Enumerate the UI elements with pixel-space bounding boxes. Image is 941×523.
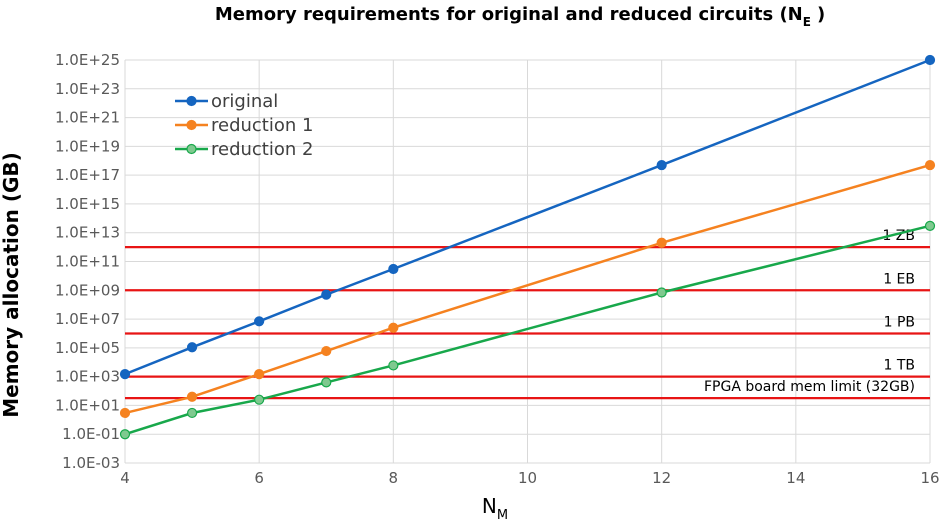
legend-swatch-marker [186,95,197,107]
x-tick-label: 16 [920,469,939,487]
data-point [321,289,332,300]
data-point [186,407,198,419]
y-tick-label: 1.0E+07 [55,310,120,328]
legend-swatch-marker [186,143,197,155]
series-group [119,54,936,380]
data-point [388,263,399,275]
legend: original reduction 1 reduction 2 [175,91,313,160]
data-point [254,394,265,405]
legend-label: original [211,91,278,112]
y-tick-label: 1.0E+05 [55,339,120,357]
chart-title-suffix: ) [817,4,825,25]
y-tick-label: 1.0E+25 [55,51,120,69]
data-point [119,369,131,380]
data-point [656,159,667,171]
data-point [119,407,131,419]
data-point [119,429,131,440]
x-tick-label: 4 [120,469,130,487]
series [119,54,936,440]
data-point [924,54,936,66]
series-group [119,159,936,419]
data-point [924,159,936,171]
x-tick-labels: 4 6 8 10 12 14 16 [120,469,939,487]
reference-line-label: 1 EB [883,271,915,287]
data-point [656,287,667,298]
legend-label: reduction 1 [211,115,313,136]
x-axis-label-main: N [482,494,497,518]
data-point [321,377,332,388]
data-point [388,360,399,371]
chart-title-subscript: E [803,15,811,29]
y-axis-label: Memory allocation (GB) [0,152,23,418]
x-tick-label: 6 [254,469,264,487]
y-tick-label: 1.0E+11 [55,253,120,271]
y-tick-label: 1.0E+03 [55,368,120,386]
x-axis-label: NM [482,494,508,523]
data-point [388,322,399,333]
x-tick-label: 14 [786,469,805,487]
data-point [656,237,667,248]
y-tick-label: 1.0E+23 [55,80,120,98]
x-axis-label-subscript: M [497,508,508,523]
data-point [186,391,198,402]
y-tick-label: 1.0E+13 [55,224,120,242]
y-tick-labels: 1.0E-03 1.0E-01 1.0E+01 1.0E+03 1.0E+05 1.0E+… [55,51,120,472]
x-tick-label: 10 [518,469,537,487]
legend-label: reduction 2 [211,139,313,160]
y-tick-label: 1.0E-03 [62,454,120,472]
y-tick-label: 1.0E+19 [55,137,120,155]
data-point [321,345,332,357]
y-tick-label: 1.0E-01 [62,425,120,443]
chart-title: Memory requirements for original and red… [215,4,825,29]
legend-swatch-marker [186,119,197,131]
x-tick-label: 8 [389,469,399,487]
reference-line-label: 1 TB [883,358,915,374]
y-tick-label: 1.0E+01 [55,396,120,414]
y-tick-label: 1.0E+17 [55,166,120,184]
y-tick-label: 1.0E+15 [55,195,120,213]
series-group [119,220,936,440]
reference-line-label: FPGA board mem limit (32GB) [704,379,915,395]
reference-line-label: 1 PB [884,314,915,330]
x-tick-label: 12 [652,469,671,487]
y-tick-label: 1.0E+09 [55,281,120,299]
data-point [254,369,265,380]
data-point [924,220,936,231]
chart-title-main: Memory requirements for original and red… [215,4,803,25]
data-point [186,342,198,353]
y-tick-label: 1.0E+21 [55,109,120,127]
data-point [254,316,265,327]
